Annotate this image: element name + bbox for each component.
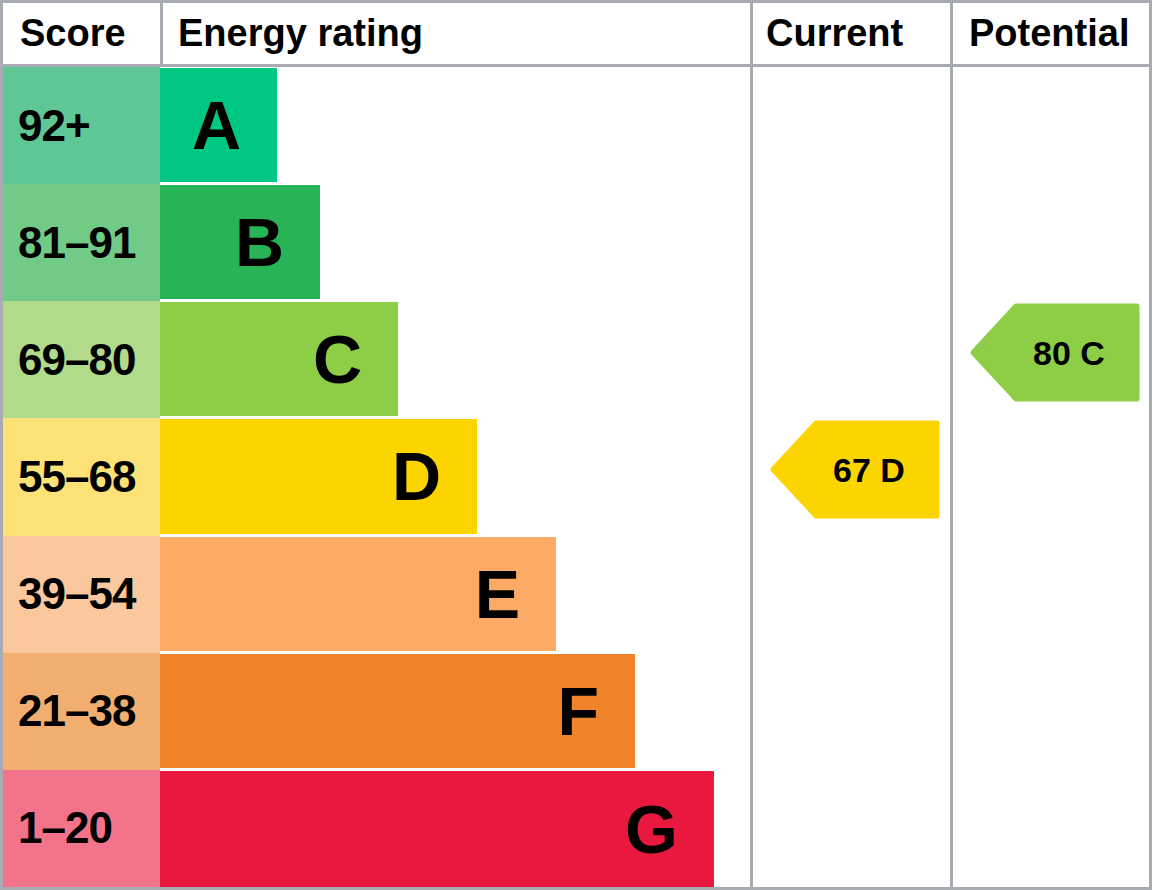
band-bar: A bbox=[160, 68, 277, 182]
header-energy-rating: Energy rating bbox=[163, 3, 753, 64]
current-column-divider bbox=[750, 3, 753, 887]
band-letter: E bbox=[475, 560, 520, 628]
band-letter: D bbox=[392, 442, 441, 510]
potential-column-divider bbox=[950, 3, 953, 887]
epc-chart: Score Energy rating Current Potential 92… bbox=[0, 0, 1152, 890]
band-row-d: 55–68 D bbox=[3, 418, 1149, 535]
band-letter: G bbox=[625, 795, 678, 863]
score-range-cell: 39–54 bbox=[3, 536, 160, 653]
current-rating-arrow: 67 D bbox=[770, 420, 940, 519]
band-row-b: 81–91 B bbox=[3, 184, 1149, 301]
score-range-cell: 21–38 bbox=[3, 653, 160, 770]
band-letter: F bbox=[557, 677, 599, 745]
score-range-cell: 55–68 bbox=[3, 418, 160, 535]
band-bar: E bbox=[160, 537, 556, 651]
score-range-cell: 69–80 bbox=[3, 301, 160, 418]
score-range-cell: 81–91 bbox=[3, 184, 160, 301]
score-column-divider bbox=[160, 3, 163, 67]
header-current: Current bbox=[753, 3, 953, 64]
header-potential: Potential bbox=[953, 3, 1149, 64]
band-bar: C bbox=[160, 302, 398, 416]
band-rows: 92+ A 81–91 B 69–80 C 55–68 D 39–54 E 21… bbox=[3, 67, 1149, 887]
potential-rating-label: 80 C bbox=[1033, 334, 1105, 372]
chart-header-row: Score Energy rating Current Potential bbox=[3, 3, 1149, 64]
band-bar: G bbox=[160, 771, 714, 887]
band-row-e: 39–54 E bbox=[3, 536, 1149, 653]
score-range-cell: 92+ bbox=[3, 67, 160, 184]
band-bar: B bbox=[160, 185, 320, 299]
band-row-a: 92+ A bbox=[3, 67, 1149, 184]
potential-rating-arrow: 80 C bbox=[970, 303, 1140, 402]
band-row-f: 21–38 F bbox=[3, 653, 1149, 770]
band-bar: D bbox=[160, 419, 477, 533]
band-letter: C bbox=[313, 325, 362, 393]
score-range-cell: 1–20 bbox=[3, 770, 160, 887]
current-rating-label: 67 D bbox=[833, 451, 905, 489]
band-letter: B bbox=[235, 208, 284, 276]
band-bar: F bbox=[160, 654, 635, 768]
band-letter: A bbox=[192, 91, 241, 159]
header-score: Score bbox=[3, 3, 163, 64]
band-row-g: 1–20 G bbox=[3, 770, 1149, 887]
